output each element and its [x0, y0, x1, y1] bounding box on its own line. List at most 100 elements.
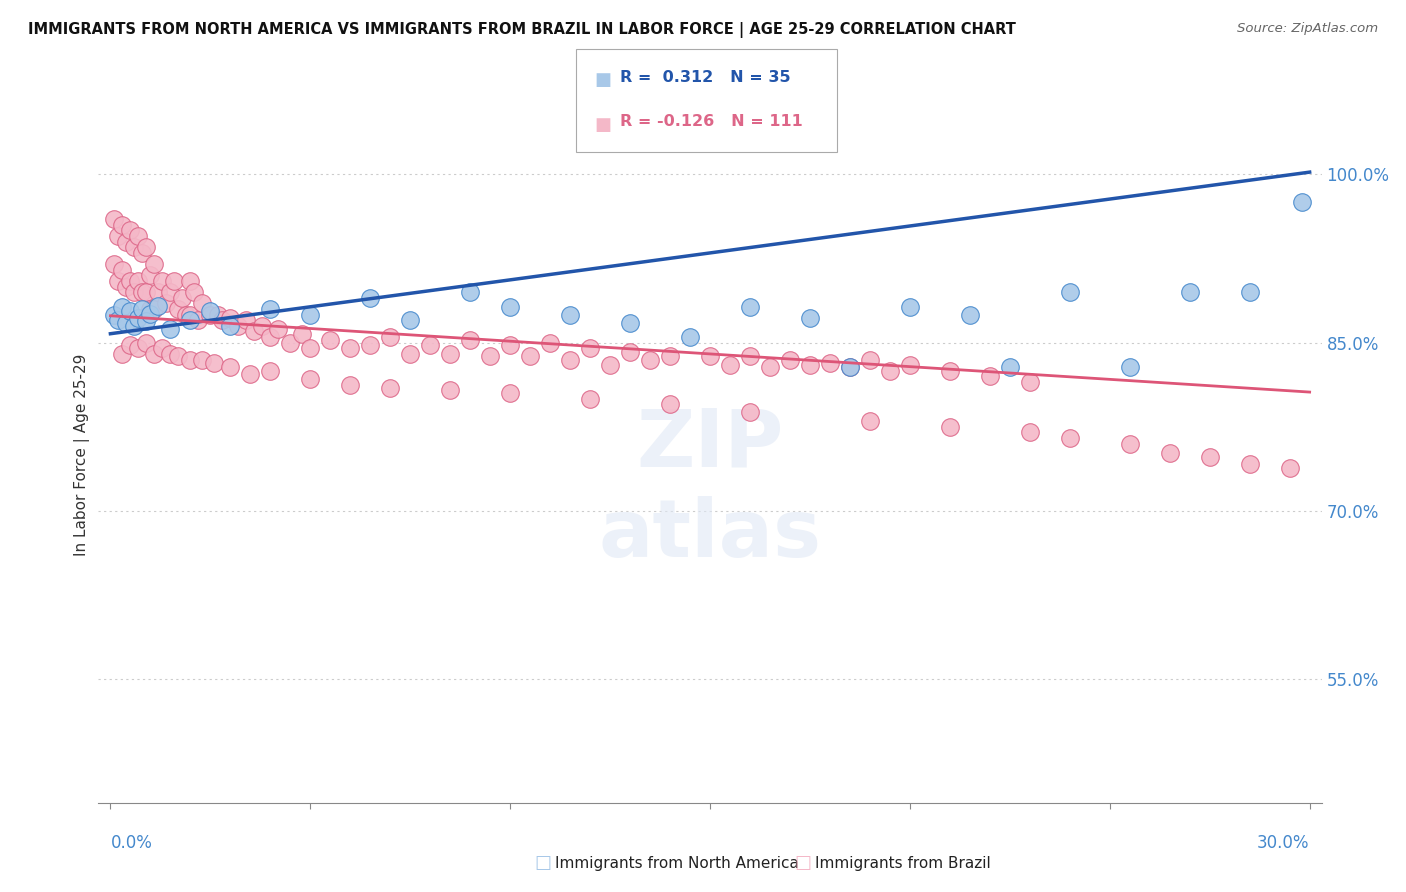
Point — [1291, 195, 1313, 210]
Y-axis label: In Labor Force | Age 25-29: In Labor Force | Age 25-29 — [75, 354, 90, 556]
Point — [1119, 360, 1142, 375]
Point — [127, 229, 149, 244]
Point — [179, 313, 201, 327]
Point — [103, 257, 125, 271]
Point — [124, 318, 146, 333]
Point — [299, 371, 322, 385]
Point — [143, 301, 166, 316]
Point — [898, 358, 921, 372]
Point — [579, 392, 602, 406]
Point — [219, 360, 242, 375]
Point — [148, 299, 170, 313]
Point — [139, 268, 162, 283]
Point — [103, 212, 125, 227]
Point — [127, 311, 149, 326]
Point — [839, 360, 862, 375]
Point — [1278, 461, 1301, 475]
Text: □: □ — [794, 855, 811, 872]
Point — [111, 262, 134, 277]
Point — [176, 308, 198, 322]
Point — [159, 347, 181, 361]
Point — [998, 360, 1021, 375]
Point — [120, 274, 142, 288]
Point — [1018, 375, 1040, 389]
Point — [107, 313, 129, 327]
Point — [380, 330, 402, 344]
Point — [738, 349, 761, 363]
Text: IMMIGRANTS FROM NORTH AMERICA VS IMMIGRANTS FROM BRAZIL IN LABOR FORCE | AGE 25-: IMMIGRANTS FROM NORTH AMERICA VS IMMIGRA… — [28, 22, 1017, 38]
Point — [291, 326, 314, 341]
Point — [191, 352, 214, 367]
Point — [619, 316, 641, 330]
Point — [278, 335, 301, 350]
Point — [818, 356, 841, 370]
Point — [659, 349, 682, 363]
Point — [135, 285, 157, 300]
Point — [155, 296, 177, 310]
Point — [499, 338, 522, 352]
Point — [167, 349, 190, 363]
Point — [679, 330, 702, 344]
Point — [299, 341, 322, 355]
Point — [859, 414, 882, 428]
Point — [359, 291, 381, 305]
Point — [228, 318, 250, 333]
Point — [135, 314, 157, 328]
Point — [439, 347, 461, 361]
Point — [759, 360, 782, 375]
Point — [172, 291, 194, 305]
Point — [738, 300, 761, 314]
Text: ■: ■ — [595, 71, 612, 89]
Point — [163, 274, 186, 288]
Point — [124, 240, 146, 254]
Point — [319, 334, 342, 348]
Point — [179, 274, 201, 288]
Point — [659, 397, 682, 411]
Point — [479, 349, 502, 363]
Text: R =  0.312   N = 35: R = 0.312 N = 35 — [620, 70, 790, 85]
Point — [1239, 457, 1261, 471]
Point — [111, 218, 134, 232]
Point — [111, 300, 134, 314]
Text: ■: ■ — [595, 116, 612, 134]
Text: Source: ZipAtlas.com: Source: ZipAtlas.com — [1237, 22, 1378, 36]
Point — [115, 316, 138, 330]
Point — [738, 405, 761, 419]
Point — [718, 358, 741, 372]
Point — [299, 308, 322, 322]
Point — [499, 300, 522, 314]
Point — [207, 308, 229, 322]
Point — [111, 347, 134, 361]
Point — [558, 308, 581, 322]
Point — [143, 257, 166, 271]
Point — [159, 285, 181, 300]
Point — [267, 322, 290, 336]
Point — [219, 318, 242, 333]
Point — [150, 274, 173, 288]
Point — [699, 349, 721, 363]
Point — [839, 360, 862, 375]
Point — [359, 338, 381, 352]
Text: 30.0%: 30.0% — [1257, 834, 1309, 852]
Point — [252, 318, 274, 333]
Point — [538, 335, 561, 350]
Point — [120, 338, 142, 352]
Point — [124, 285, 146, 300]
Point — [1159, 445, 1181, 459]
Point — [458, 334, 481, 348]
Point — [1018, 425, 1040, 440]
Point — [1059, 285, 1081, 300]
Point — [1178, 285, 1201, 300]
Point — [1059, 431, 1081, 445]
Point — [139, 301, 162, 316]
Point — [939, 420, 962, 434]
Point — [799, 311, 821, 326]
Point — [1239, 285, 1261, 300]
Point — [243, 325, 266, 339]
Text: Immigrants from Brazil: Immigrants from Brazil — [815, 856, 991, 871]
Point — [219, 311, 242, 326]
Point — [191, 296, 214, 310]
Point — [239, 367, 262, 381]
Point — [200, 304, 222, 318]
Point — [120, 223, 142, 237]
